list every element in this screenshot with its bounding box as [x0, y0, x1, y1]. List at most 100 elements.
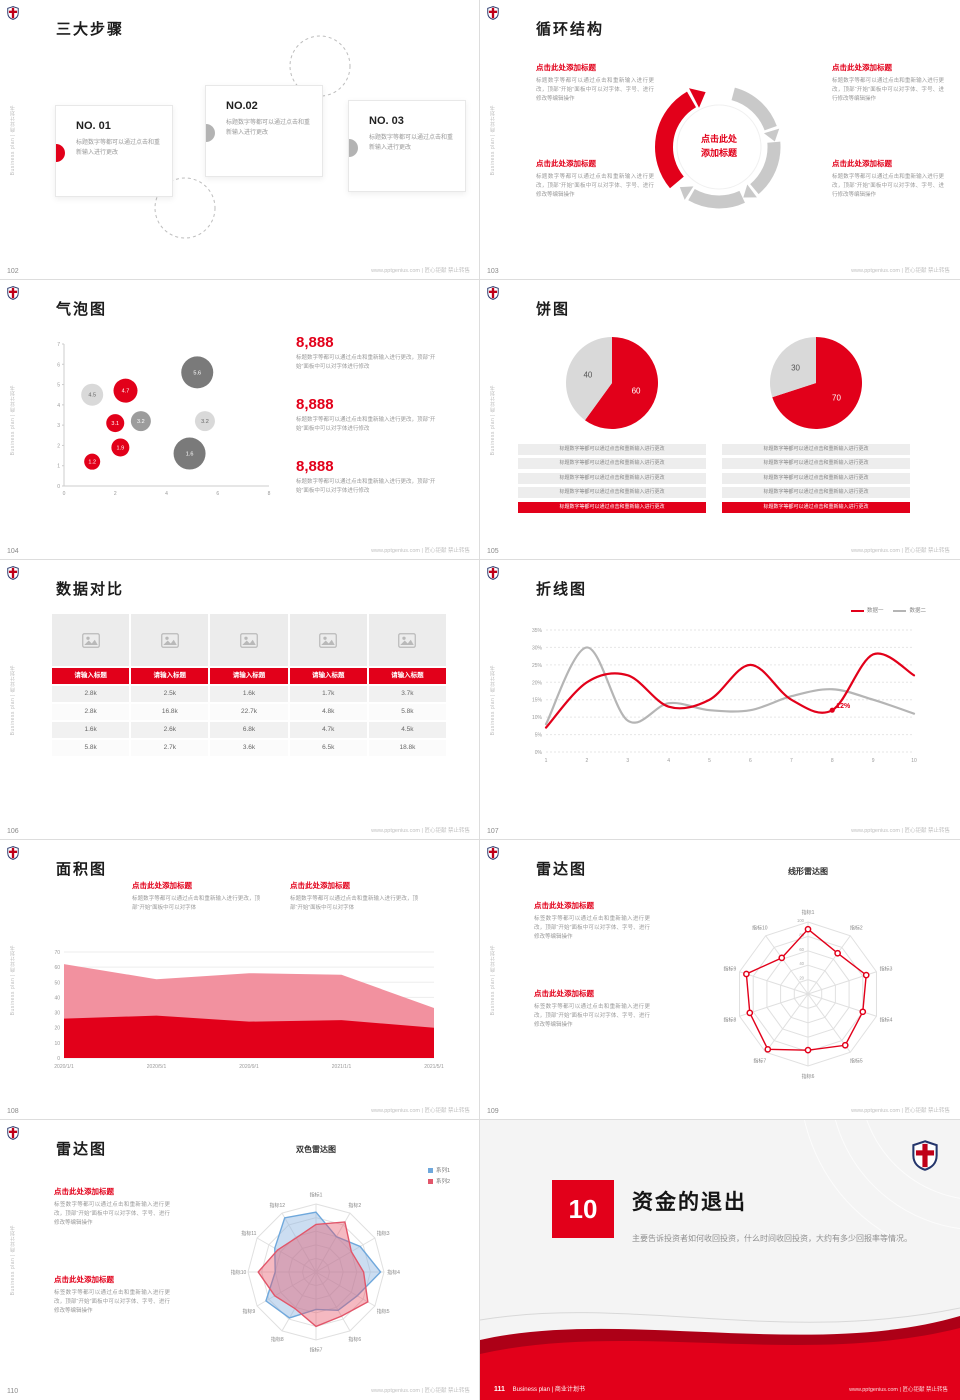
- svg-text:70: 70: [832, 393, 841, 402]
- pie-caption-bar: 标题数字等都可以通过点击和重新输入进行更改: [518, 458, 706, 469]
- svg-text:指标12: 指标12: [269, 1202, 285, 1209]
- image-placeholder: [368, 614, 447, 666]
- stat-block-3: 8,888 标题数字等都可以通过点击和重新输入进行更改，顶部“开始”面板中可以对…: [296, 458, 444, 496]
- svg-text:0: 0: [57, 1056, 60, 1062]
- table-row: 2.8k 16.8k 22.7k 4.8k 5.8k: [52, 704, 447, 720]
- sidebar-caption: Business plan | 商业计划书: [490, 104, 496, 176]
- stat-value: 8,888: [296, 458, 334, 475]
- block-title: 点击此处添加标题: [832, 159, 892, 168]
- dashed-connector-circles: [154, 35, 351, 239]
- svg-text:6: 6: [57, 362, 60, 368]
- radar-chart: 指标1指标2指标3指标4指标5指标6指标7指标8指标9指标10204060801…: [724, 909, 893, 1080]
- slide-sidebar: Business plan | 商业计划书: [480, 280, 506, 560]
- pie-caption-bar: 标题数字等都可以通过点击和重新输入进行更改: [518, 443, 706, 455]
- block-title: 点击此处添加标题: [534, 989, 594, 998]
- step-semicircle-icon: [206, 124, 215, 142]
- slide-sidebar: Business plan | 商业计划书: [0, 280, 26, 560]
- series1-swatch-icon: [427, 1168, 433, 1174]
- svg-text:指标7: 指标7: [310, 1347, 323, 1354]
- slide-111-section-divider[interactable]: 10 资金的退出 主要告诉投资者如何收回投资，什么时间收回投资，大约有多少回报率…: [479, 1119, 960, 1400]
- slide-title: 循环结构: [536, 21, 605, 38]
- crest-logo-icon: [912, 1140, 938, 1171]
- radar-block-2: 点击此处添加标题 标签数字等都可以通过点击和重新输入进行更改，顶部“开始”面板中…: [54, 1274, 170, 1316]
- cycle-block-bottom-right: 点击此处添加标题 标题数字等都可以通过点击和重新输入进行更改，顶部“开始”面板中…: [832, 158, 944, 200]
- slide-104-bubble-chart[interactable]: Business plan | 商业计划书 气泡图 0 1 2 3 4 5 6 7 0 2 4 6 8 4…: [0, 279, 481, 561]
- svg-text:12%: 12%: [836, 703, 851, 710]
- pie-chart-2: 70 30: [770, 337, 862, 429]
- svg-text:7: 7: [57, 342, 60, 348]
- page-number: 104: [7, 548, 19, 555]
- sidebar-caption: Business plan | 商业计划书: [10, 1224, 16, 1296]
- sidebar-caption: Business plan | 商业计划书: [490, 384, 496, 456]
- image-placeholder: [210, 614, 288, 666]
- slide-110-radar-dual[interactable]: Business plan | 商业计划书 雷达图 双色雷达图 系列1 系列2 …: [0, 1119, 481, 1400]
- section-number-box: 10: [552, 1180, 614, 1238]
- block-title: 点击此处添加标题: [54, 1187, 114, 1196]
- series1-label: 数据一: [866, 608, 884, 614]
- svg-text:30: 30: [791, 364, 800, 373]
- block-title: 点击此处添加标题: [534, 901, 594, 910]
- legend-item-series2: 系列2: [427, 1177, 450, 1185]
- block-body: 标题数字等都可以通过点击和重新输入进行更改，顶部“开始”面板中可以对字体、字号、…: [832, 174, 944, 199]
- svg-text:3.2: 3.2: [137, 419, 145, 425]
- svg-text:指标10: 指标10: [231, 1269, 247, 1276]
- svg-text:指标2: 指标2: [850, 925, 863, 932]
- slide-107-line-chart[interactable]: Business plan | 商业计划书 折线图 数据一 数据二 0% 5% 10…: [479, 559, 960, 841]
- radar-legend: 系列1 系列2: [427, 1166, 450, 1188]
- radar-block-1: 点击此处添加标题 标签数字等都可以通过点击和重新输入进行更改，顶部“开始”面板中…: [534, 900, 650, 942]
- cycle-block-top-left: 点击此处添加标题 标题数字等都可以通过点击和重新输入进行更改，顶部“开始”面板中…: [536, 62, 654, 104]
- pie-caption-bar: 标题数字等都可以通过点击和重新输入进行更改: [518, 472, 706, 484]
- radar-block-1: 点击此处添加标题 标签数字等都可以通过点击和重新输入进行更改，顶部“开始”面板中…: [54, 1186, 170, 1228]
- svg-text:60: 60: [632, 386, 641, 395]
- svg-text:4: 4: [57, 403, 60, 409]
- cycle-center-label: 点击此处添加标题: [700, 134, 737, 158]
- slide-108-area-chart[interactable]: Business plan | 商业计划书 面积图 点击此处添加标题 标题数字等…: [0, 839, 481, 1121]
- svg-text:1.9: 1.9: [117, 445, 125, 451]
- sidebar-caption: Business plan | 商业计划书: [10, 664, 16, 736]
- svg-text:4.5: 4.5: [88, 393, 96, 399]
- slide-105-pie-charts[interactable]: Business plan | 商业计划书 饼图 60 40 标题数字等都可以通过…: [479, 279, 960, 561]
- footer-site: www.pptgenius.com | 匠心钜献 禁止转售: [849, 1387, 948, 1393]
- svg-text:指标11: 指标11: [241, 1230, 256, 1237]
- slide-103-cycle[interactable]: Business plan | 商业计划书 循环结构 点击此处添加标题 点击此处…: [479, 0, 960, 281]
- svg-text:指标4: 指标4: [880, 1016, 893, 1023]
- slide-title: 雷达图: [56, 1141, 108, 1158]
- footer-site: www.pptgenius.com | 匠心钜献 禁止转售: [851, 1108, 950, 1114]
- svg-text:20%: 20%: [532, 680, 543, 686]
- svg-text:指标2: 指标2: [348, 1202, 361, 1209]
- step-card-2: NO.02 标题数字等都可以通过点击和重新输入进行更改: [205, 85, 323, 177]
- svg-text:2: 2: [114, 491, 117, 497]
- page-number: 109: [487, 1108, 499, 1115]
- page-number: 106: [7, 828, 19, 835]
- svg-text:指标9: 指标9: [242, 1308, 255, 1315]
- pie-caption-bar: 标题数字等都可以通过点击和重新输入进行更改: [722, 443, 910, 455]
- section-number: 10: [568, 1194, 598, 1224]
- svg-text:10%: 10%: [532, 715, 543, 721]
- table-cell: 6.8k: [210, 722, 288, 738]
- slide-title: 面积图: [56, 861, 108, 878]
- slide-106-data-table[interactable]: Business plan | 商业计划书 数据对比 请输入标题 请输入标题 请…: [0, 559, 481, 841]
- svg-text:指标1: 指标1: [310, 1191, 323, 1198]
- image-icon: [160, 632, 179, 648]
- cycle-block-bottom-left: 点击此处添加标题 标题数字等都可以通过点击和重新输入进行更改，顶部“开始”面板中…: [536, 158, 654, 200]
- chart-title: 线形雷达图: [788, 867, 828, 876]
- sidebar-caption: Business plan | 商业计划书: [10, 384, 16, 456]
- svg-text:35%: 35%: [532, 628, 543, 634]
- slide-title: 数据对比: [56, 581, 125, 598]
- table-cell: 4.8k: [289, 704, 367, 720]
- svg-text:40: 40: [583, 371, 592, 380]
- block-body: 标题数字等都可以通过点击和重新输入进行更改，顶部“开始”面板中可以对字体、字号、…: [832, 78, 944, 103]
- slide-102-three-steps[interactable]: Business plan | 商业计划书 三大步骤 NO. 01 标题数字等都…: [0, 0, 481, 281]
- divider-footer-left: 111 Business plan | 商业计划书: [494, 1384, 585, 1393]
- table-row: 5.8k 2.7k 3.6k 6.5k 18.8k: [52, 740, 447, 756]
- svg-text:5.6: 5.6: [193, 370, 201, 376]
- section-body: 主要告诉投资者如何收回投资，什么时间收回投资，大约有多少回报率等情况。: [632, 1234, 912, 1243]
- footer-caption: Business plan | 商业计划书: [512, 1387, 585, 1393]
- slide-sidebar: Business plan | 商业计划书: [480, 840, 506, 1120]
- slide-109-radar-line[interactable]: Business plan | 商业计划书 雷达图 线形雷达图 点击此处添加标题…: [479, 839, 960, 1121]
- crest-logo-icon: [7, 846, 19, 860]
- svg-text:40: 40: [54, 995, 60, 1001]
- slide-title: 折线图: [536, 581, 588, 598]
- step-number: NO. 03: [369, 115, 404, 127]
- column-header: 请输入标题: [368, 668, 447, 684]
